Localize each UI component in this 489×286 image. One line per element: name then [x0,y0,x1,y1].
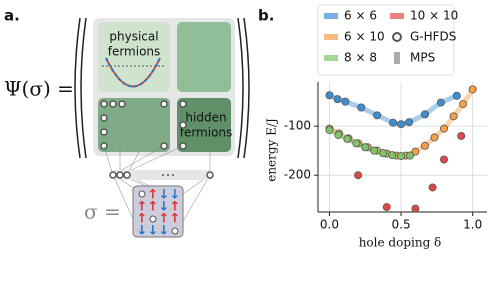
svg-text:↑: ↑ [137,212,148,227]
hidden-label: hidden [185,111,226,125]
data-point [411,147,420,156]
physical-label: fermions [108,45,161,59]
data-point [382,203,391,212]
bracket [74,17,81,159]
hidden-block [177,98,231,152]
legend-swatch [324,34,338,40]
legend-swatch [324,13,338,19]
legend-marker [392,32,402,42]
data-point [373,111,382,120]
data-point [459,100,468,109]
dispersion [105,57,161,88]
data-point [440,155,449,164]
data-point [352,139,361,148]
block [177,22,231,92]
svg-text:↓: ↓ [148,224,159,239]
data-point [457,131,466,140]
panel-a: a. Ψ(σ) = physical fermions hidden fermi… [4,7,250,239]
y-tick-label: -100 [284,119,311,133]
data-point [440,124,449,133]
legend-swatch [324,55,338,61]
legend-label: MPS [410,51,435,65]
svg-text:↑: ↑ [159,212,170,227]
physical-label: physical [109,30,158,44]
data-point [361,143,370,152]
bracket [237,17,244,159]
svg-text:↑: ↑ [148,200,159,215]
data-point [388,151,397,160]
data-point [354,171,363,180]
legend-label: 10 × 10 [410,9,458,23]
data-point [357,103,366,112]
bracket [243,17,250,159]
data-point [370,146,379,155]
data-point [341,97,350,106]
bracket [80,17,87,159]
legend-label: G-HFDS [410,30,456,44]
y-tick-label: -200 [284,168,311,182]
data-point [468,85,477,94]
data-point [436,98,445,107]
legend [317,4,455,76]
data-point [325,91,334,100]
ellipsis [162,174,174,176]
x-tick-label: 0.0 [320,218,339,232]
hidden-label: fermions [180,126,233,140]
svg-text:↑: ↑ [148,188,159,203]
data-point [334,130,343,139]
data-point [405,118,414,127]
block [98,98,170,152]
panel-label: b. [258,7,274,25]
legend-label: 6 × 6 [344,9,377,23]
x-axis-label: hole doping δ [359,236,442,250]
data-point [325,126,334,135]
data-point [343,134,352,143]
data-point [397,152,406,161]
data-point [397,120,406,129]
svg-text:↓: ↓ [170,188,181,203]
svg-text:↓: ↓ [137,224,148,239]
svg-text:↓: ↓ [159,200,170,215]
spins: ↑ ↓ ↓ ↑ ↑ ↓ ↑ ↑ ↑ ↑ ↓ ↓ ↓ [137,188,181,239]
legend-swatch [390,13,404,19]
psi-label: Ψ(σ) = [4,77,74,101]
legend-marker [394,52,400,64]
svg-text:↓: ↓ [159,224,170,239]
x-tick-label: 0.5 [392,218,411,232]
sigma-label: σ = [84,200,121,224]
data-point [452,91,461,100]
data-point [379,149,388,158]
y-axis-label: energy E/J [265,118,279,182]
legend-label: 8 × 8 [344,51,377,65]
data-point [389,118,398,127]
panel-b: b. hole doping δ energy E/J -100 -200 0.0 0… [258,4,487,250]
data-point [420,141,429,150]
x-tick-label: 1.0 [463,218,482,232]
data-point [411,204,420,213]
svg-text:↑: ↑ [170,212,181,227]
svg-text:↑: ↑ [170,200,181,215]
orbital-circles [100,100,187,150]
panel-label: a. [4,7,20,25]
data-point [420,110,429,119]
configuration [132,185,184,238]
data-point [406,151,415,160]
mps-line [328,127,411,159]
data-point [428,183,437,192]
legend-label: 6 × 10 [344,30,385,44]
data-point [449,112,458,121]
hidden-units [109,171,214,179]
data-point [430,133,439,142]
data-point [333,95,342,104]
svg-text:↑: ↑ [137,200,148,215]
svg-text:↓: ↓ [159,188,170,203]
